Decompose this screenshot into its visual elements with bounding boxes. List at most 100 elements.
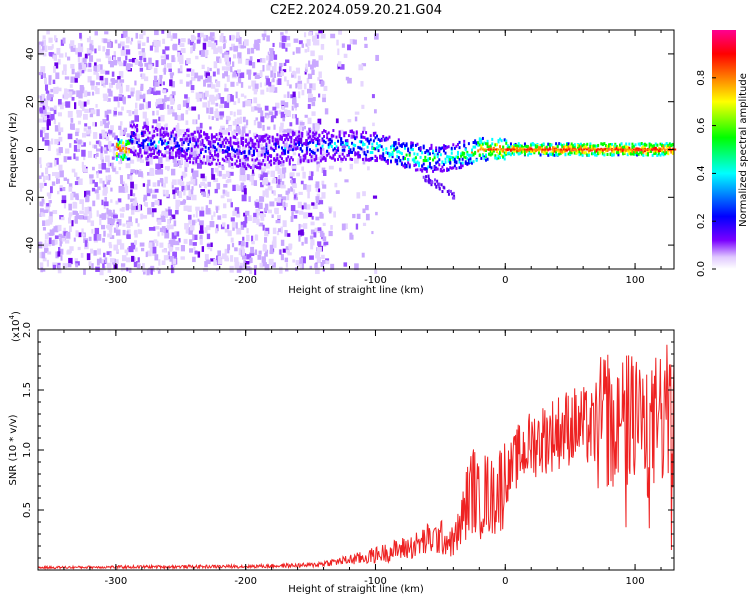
noise-cell — [279, 173, 285, 179]
noise-cell — [73, 237, 76, 242]
noise-cell — [153, 91, 158, 96]
signal-cell — [671, 143, 674, 147]
noise-cell — [272, 227, 277, 235]
noise-cell — [69, 84, 73, 88]
signal-cell — [274, 158, 277, 162]
signal-cell — [595, 153, 598, 157]
signal-cell — [262, 139, 265, 143]
noise-cell — [130, 189, 133, 197]
signal-cell — [611, 149, 614, 153]
signal-cell — [232, 135, 235, 139]
signal-cell — [486, 157, 489, 161]
signal-core-cell — [479, 148, 482, 151]
signal-cell — [354, 136, 357, 140]
noise-cell — [134, 127, 137, 135]
signal-cell — [199, 150, 202, 154]
signal-cell — [402, 164, 405, 168]
noise-cell — [89, 113, 94, 118]
signal-cell — [199, 134, 202, 138]
signal-cell — [570, 149, 573, 153]
noise-cell — [200, 191, 205, 196]
signal-cell — [460, 162, 463, 166]
noise-cell — [172, 238, 176, 246]
signal-cell — [589, 142, 592, 146]
signal-cell — [572, 144, 575, 148]
noise-cell — [259, 262, 264, 268]
noise-cell — [262, 190, 266, 197]
signal-cell — [502, 155, 505, 159]
signal-cell — [360, 147, 363, 151]
signal-cell — [221, 157, 224, 161]
noise-cell — [225, 128, 230, 135]
signal-cell — [284, 133, 287, 137]
noise-cell — [70, 76, 74, 83]
noise-cell — [355, 223, 359, 230]
noise-cell — [135, 169, 138, 175]
signal-core-cell — [523, 148, 526, 151]
noise-cell — [207, 83, 212, 88]
noise-cell — [156, 90, 161, 95]
noise-cell — [38, 118, 43, 123]
noise-cell — [79, 101, 84, 109]
noise-cell — [352, 39, 357, 45]
signal-cell — [304, 153, 307, 157]
noise-cell — [135, 102, 138, 109]
noise-cell — [47, 93, 52, 101]
noise-cell — [191, 186, 194, 191]
signal-core-cell — [544, 148, 547, 151]
noise-cell — [148, 188, 153, 194]
trail-cell — [438, 184, 441, 188]
signal-cell — [506, 152, 509, 156]
noise-cell — [283, 201, 286, 207]
signal-core-cell — [489, 148, 492, 151]
noise-cell — [295, 193, 298, 199]
noise-cell — [106, 262, 112, 268]
signal-cell — [201, 161, 204, 165]
signal-cell — [424, 155, 427, 159]
signal-cell — [372, 139, 375, 143]
noise-cell — [104, 212, 110, 219]
trail-cell — [425, 179, 428, 183]
noise-cell — [337, 61, 342, 67]
noise-cell — [53, 105, 57, 110]
signal-cell — [416, 152, 419, 156]
noise-cell — [358, 64, 364, 71]
signal-cell — [214, 153, 217, 157]
noise-cell — [96, 152, 99, 157]
noise-cell — [238, 54, 242, 59]
noise-cell — [111, 156, 115, 160]
noise-cell — [39, 107, 44, 114]
noise-cell — [104, 77, 109, 85]
noise-cell — [285, 59, 290, 63]
signal-cell — [478, 153, 481, 157]
noise-cell — [215, 228, 218, 234]
noise-cell — [364, 43, 368, 48]
signal-cell — [128, 141, 131, 145]
noise-cell — [170, 98, 175, 105]
signal-cell — [500, 153, 503, 157]
signal-cell — [234, 162, 237, 166]
signal-cell — [238, 162, 241, 166]
signal-cell — [260, 153, 263, 157]
signal-cell — [455, 144, 458, 148]
signal-cell — [533, 149, 536, 153]
noise-cell — [263, 173, 268, 178]
signal-cell — [671, 149, 674, 153]
signal-cell — [478, 143, 481, 147]
signal-cell — [162, 134, 165, 138]
signal-cell — [576, 145, 579, 149]
noise-cell — [117, 43, 121, 49]
signal-cell — [432, 149, 435, 153]
noise-cell — [316, 161, 320, 165]
signal-cell — [390, 146, 393, 150]
signal-cell — [477, 141, 480, 145]
signal-cell — [422, 167, 425, 171]
signal-cell — [147, 143, 150, 147]
signal-cell — [570, 145, 573, 149]
signal-cell — [461, 157, 464, 161]
noise-cell — [207, 181, 212, 187]
noise-cell — [135, 90, 140, 98]
signal-cell — [413, 164, 416, 168]
signal-cell — [438, 158, 441, 162]
signal-cell — [131, 125, 134, 129]
